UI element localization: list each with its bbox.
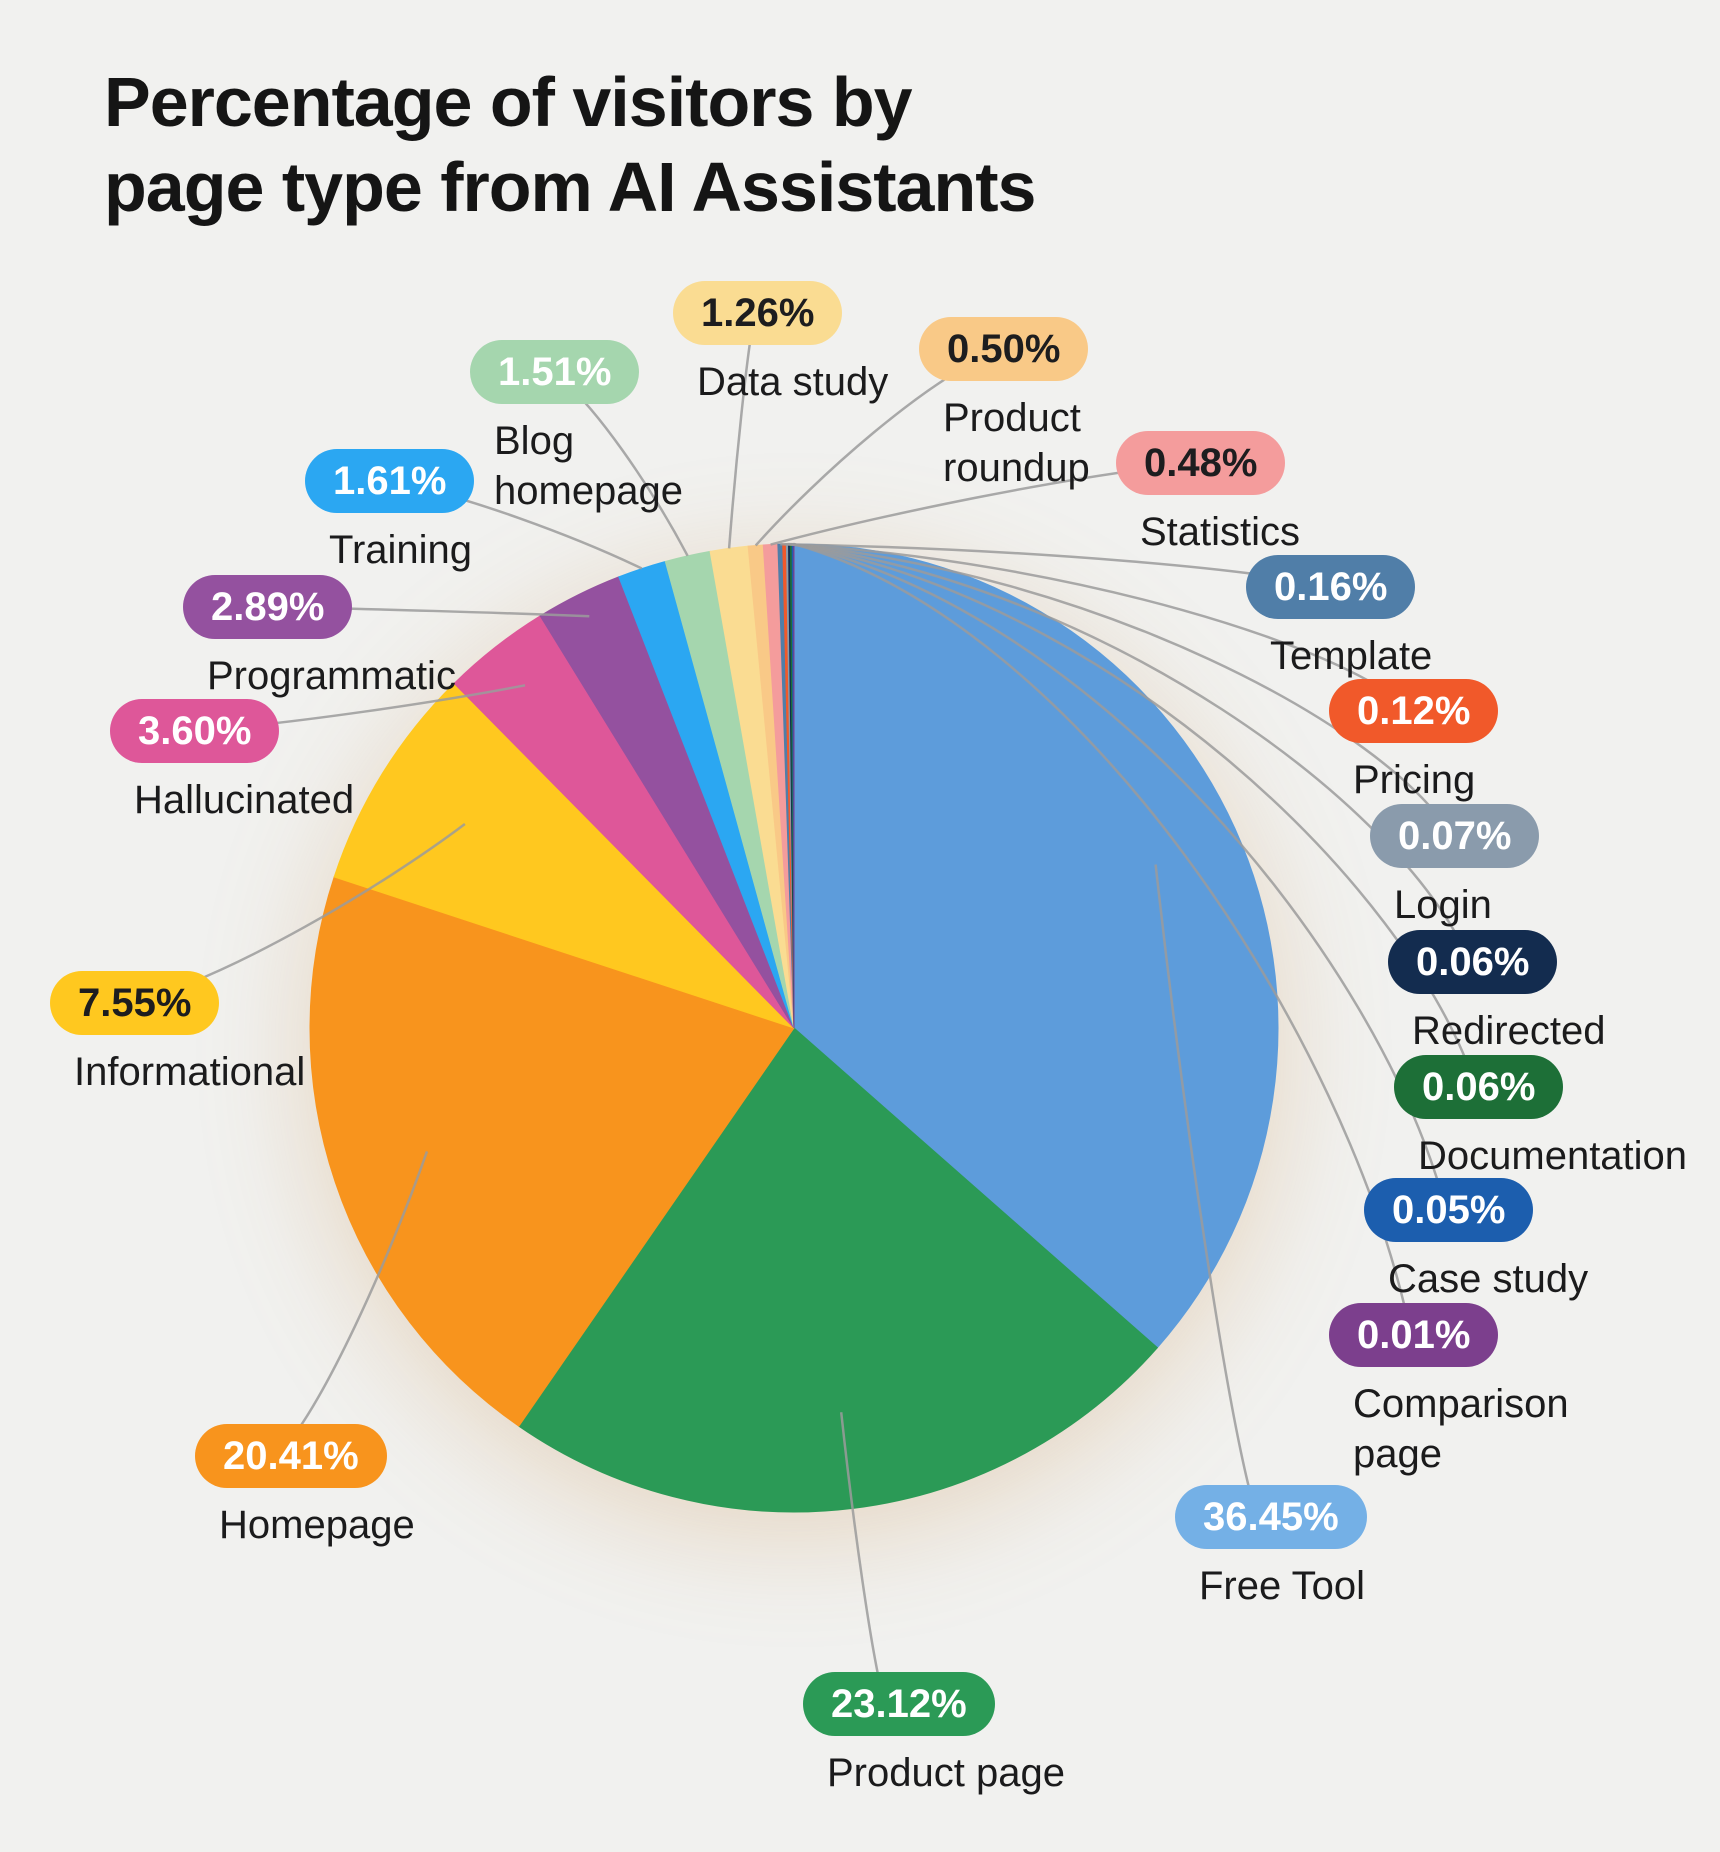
value-badge-comparison-page: 0.01%	[1329, 1303, 1499, 1367]
value-badge-free-tool: 36.45%	[1175, 1485, 1367, 1549]
slice-label-pricing: Pricing	[1353, 758, 1476, 802]
chart-title: Percentage of visitors by page type from…	[104, 63, 1037, 227]
callout-product-roundup: 0.50% Product roundup	[919, 317, 1193, 493]
value-badge-documentation: 0.06%	[1394, 1055, 1564, 1119]
slice-label-homepage: Homepage	[219, 1503, 415, 1547]
value-badge-blog-homepage: 1.51%	[470, 340, 640, 404]
value-badge-product-roundup: 0.50%	[919, 317, 1089, 381]
callout-blog-homepage: 1.51% Blog homepage	[470, 340, 734, 516]
callout-comparison-page: 0.01% Comparison page	[1329, 1303, 1633, 1479]
callout-data-study: 1.26% Data study	[673, 281, 888, 407]
slice-label-programmatic: Programmatic	[207, 654, 456, 698]
value-badge-pricing: 0.12%	[1329, 679, 1499, 743]
slice-label-login: Login	[1394, 883, 1492, 927]
callout-programmatic: 2.89% Programmatic	[183, 575, 456, 701]
slice-label-product-roundup: Product roundup	[943, 396, 1090, 490]
callout-statistics: 0.48% Statistics	[1116, 431, 1300, 557]
callout-redirected: 0.06% Redirected	[1388, 930, 1605, 1056]
callout-product-page: 23.12% Product page	[803, 1672, 1065, 1798]
value-badge-statistics: 0.48%	[1116, 431, 1286, 495]
value-badge-case-study: 0.05%	[1364, 1178, 1534, 1242]
slice-label-documentation: Documentation	[1418, 1134, 1688, 1178]
leader-line-login	[787, 542, 1454, 837]
slice-label-case-study: Case study	[1388, 1257, 1589, 1301]
slice-label-redirected: Redirected	[1412, 1009, 1606, 1053]
slice-label-training: Training	[329, 528, 473, 572]
slice-label-data-study: Data study	[697, 360, 889, 404]
value-badge-hallucinated: 3.60%	[110, 699, 280, 763]
value-badge-programmatic: 2.89%	[183, 575, 353, 639]
callout-pricing: 0.12% Pricing	[1329, 679, 1499, 805]
slice-label-informational: Informational	[74, 1050, 306, 1094]
value-badge-redirected: 0.06%	[1388, 930, 1558, 994]
callout-free-tool: 36.45% Free Tool	[1175, 1485, 1367, 1611]
slice-label-statistics: Statistics	[1140, 510, 1301, 554]
value-badge-training: 1.61%	[305, 449, 475, 513]
value-badge-homepage: 20.41%	[195, 1424, 387, 1488]
slice-label-free-tool: Free Tool	[1199, 1564, 1366, 1608]
slice-label-comparison-page: Comparison page	[1353, 1382, 1569, 1476]
leader-line-redirected	[789, 542, 1472, 963]
leader-line-free-tool	[1154, 864, 1259, 1518]
value-badge-data-study: 1.26%	[673, 281, 843, 345]
callout-hallucinated: 3.60% Hallucinated	[110, 699, 354, 825]
slice-label-blog-homepage: Blog homepage	[494, 419, 684, 513]
callout-training: 1.61% Training	[305, 449, 475, 575]
callout-case-study: 0.05% Case study	[1364, 1178, 1588, 1304]
callout-template: 0.16% Template	[1246, 555, 1432, 681]
callout-homepage: 20.41% Homepage	[195, 1424, 415, 1550]
callout-documentation: 0.06% Documentation	[1394, 1055, 1687, 1181]
value-badge-template: 0.16%	[1246, 555, 1416, 619]
slice-label-product-page: Product page	[827, 1751, 1065, 1795]
value-badge-informational: 7.55%	[50, 971, 220, 1035]
callout-informational: 7.55% Informational	[50, 971, 305, 1097]
value-badge-login: 0.07%	[1370, 804, 1540, 868]
callout-login: 0.07% Login	[1370, 804, 1540, 930]
pie-slice-homepage	[309, 876, 795, 1427]
slice-label-hallucinated: Hallucinated	[134, 778, 355, 822]
pie-slices	[309, 543, 1279, 1513]
value-badge-product-page: 23.12%	[803, 1672, 995, 1736]
pie-slice-informational	[333, 682, 795, 1029]
slice-label-template: Template	[1270, 634, 1433, 678]
